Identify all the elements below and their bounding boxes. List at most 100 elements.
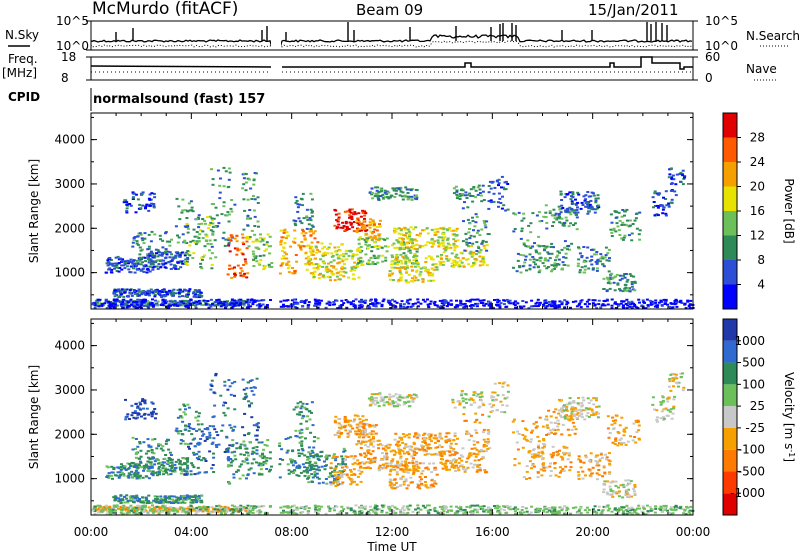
heatmap-cell xyxy=(195,218,198,221)
heatmap-cell xyxy=(628,289,632,292)
heatmap-cell xyxy=(262,254,266,257)
heatmap-cell xyxy=(552,208,556,211)
heatmap-cell xyxy=(407,259,411,262)
heatmap-cell xyxy=(462,264,466,267)
heatmap-cell xyxy=(142,304,146,307)
heatmap-cell xyxy=(162,464,166,467)
heatmap-cell xyxy=(359,301,363,304)
heatmap-cell xyxy=(327,246,331,249)
heatmap-cell xyxy=(689,299,693,302)
heatmap-cell xyxy=(414,248,418,251)
heatmap-cell xyxy=(130,404,134,407)
heatmap-cell xyxy=(309,431,313,434)
heatmap-cell xyxy=(210,442,214,445)
heatmap-cell xyxy=(168,251,172,254)
heatmap-cell xyxy=(137,300,141,303)
heatmap-cell xyxy=(357,238,361,241)
heatmap-cell xyxy=(338,249,342,252)
heatmap-cell xyxy=(399,455,403,458)
heatmap-cell xyxy=(455,190,459,193)
heatmap-cell xyxy=(339,473,343,475)
heatmap-cell xyxy=(170,238,173,241)
heatmap-cell xyxy=(670,198,674,201)
heatmap-cell xyxy=(638,301,641,304)
heatmap-cell xyxy=(238,303,242,306)
heatmap-cell xyxy=(174,303,178,306)
heatmap-cell xyxy=(358,237,362,240)
heatmap-cell xyxy=(611,276,615,279)
heatmap-cell xyxy=(287,472,291,475)
heatmap-cell xyxy=(197,223,201,226)
heatmap-cell xyxy=(210,506,214,509)
heatmap-cell xyxy=(353,462,357,465)
heatmap-cell xyxy=(664,190,668,193)
heatmap-cell xyxy=(373,302,377,305)
heatmap-cell xyxy=(584,260,588,263)
heatmap-cell xyxy=(554,304,558,307)
heatmap-cell xyxy=(446,242,450,245)
heatmap-cell xyxy=(124,418,128,421)
heatmap-cell xyxy=(429,258,433,261)
heatmap-cell xyxy=(243,434,247,437)
heatmap-cell xyxy=(400,240,404,243)
heatmap-cell xyxy=(586,212,590,215)
heatmap-cell xyxy=(301,463,305,466)
beam-title: Beam 09 xyxy=(356,1,424,19)
heatmap-cell xyxy=(195,500,199,503)
heatmap-cell xyxy=(545,267,549,270)
heatmap-cell xyxy=(457,263,461,266)
heatmap-cell xyxy=(392,279,395,281)
heatmap-cell xyxy=(306,306,310,309)
heatmap-cell xyxy=(228,238,232,241)
heatmap-cell xyxy=(574,213,578,216)
heatmap-cell xyxy=(637,298,641,301)
heatmap-cell xyxy=(301,305,305,307)
heatmap-cell xyxy=(388,274,392,277)
heatmap-cell xyxy=(305,227,309,230)
heatmap-cell xyxy=(226,450,230,453)
heatmap-cell xyxy=(287,234,291,237)
heatmap-cell xyxy=(300,447,304,450)
heatmap-cell xyxy=(252,299,256,302)
heatmap-cell xyxy=(143,256,147,259)
heatmap-cell xyxy=(587,267,591,270)
heatmap-cell xyxy=(178,408,182,411)
heatmap-cell xyxy=(123,263,127,265)
heatmap-cell xyxy=(538,259,542,262)
heatmap-cell xyxy=(576,191,580,194)
heatmap-cell xyxy=(181,420,185,423)
heatmap-cell xyxy=(531,256,535,258)
heatmap-cell xyxy=(114,262,118,265)
heatmap-cell xyxy=(409,305,413,308)
heatmap-cell xyxy=(383,189,387,192)
heatmap-cell xyxy=(170,300,174,303)
heatmap-cell xyxy=(154,417,157,420)
heatmap-cell xyxy=(181,290,185,293)
heatmap-cell xyxy=(299,248,303,251)
heatmap-cell xyxy=(317,459,321,461)
heatmap-cell xyxy=(564,210,568,213)
heatmap-cell xyxy=(254,257,258,260)
heatmap-cell xyxy=(396,460,400,463)
heatmap-cell xyxy=(251,303,255,306)
heatmap-cell xyxy=(359,432,363,435)
heatmap-cell xyxy=(372,220,376,223)
heatmap-cell xyxy=(173,469,177,472)
heatmap-cell xyxy=(659,300,663,303)
heatmap-cell xyxy=(138,498,141,500)
heatmap-cell xyxy=(401,255,405,258)
heatmap-cell xyxy=(623,223,627,226)
heatmap-cell xyxy=(299,407,303,410)
heatmap-cell xyxy=(282,303,285,306)
heatmap-cell xyxy=(478,192,482,194)
heatmap-cell xyxy=(350,268,354,271)
heatmap-cell xyxy=(403,194,407,197)
heatmap-cell xyxy=(159,501,163,504)
heatmap-cell xyxy=(410,188,414,190)
heatmap-cell xyxy=(454,263,458,266)
heatmap-cell xyxy=(250,198,254,200)
heatmap-cell xyxy=(115,270,119,272)
heatmap-cell xyxy=(147,197,151,200)
heatmap-cell xyxy=(172,501,175,504)
heatmap-cell xyxy=(208,215,212,218)
